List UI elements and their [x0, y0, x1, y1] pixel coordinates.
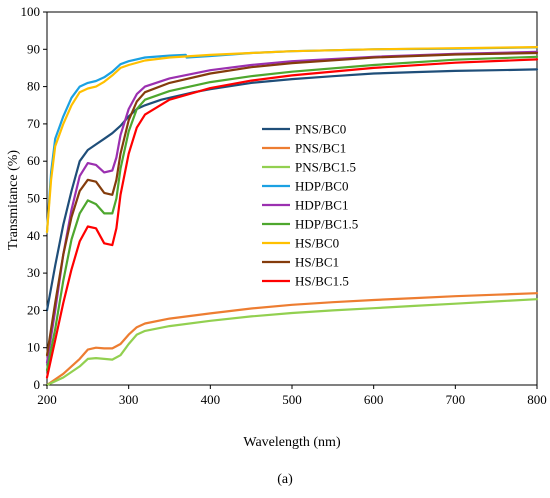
legend-label-pns-bc1-5: PNS/BC1.5	[295, 160, 356, 175]
x-tick-label: 700	[446, 392, 466, 407]
y-tick-label: 50	[27, 191, 40, 206]
legend-label-hs-bc1: HS/BC1	[295, 255, 339, 270]
series-layer	[45, 46, 539, 387]
legend-label-hdp-bc0: HDP/BC0	[295, 179, 348, 194]
legend-label-pns-bc1: PNS/BC1	[295, 141, 346, 156]
series-line-hs-bc0	[45, 46, 539, 234]
y-tick-label: 70	[27, 116, 40, 131]
series-line-pns-bc1	[45, 292, 539, 387]
y-axis-title: Transmitance (%)	[6, 150, 21, 251]
legend-label-hdp-bc1: HDP/BC1	[295, 198, 348, 213]
y-tick-label: 10	[27, 340, 40, 355]
x-tick-label: 800	[527, 392, 547, 407]
y-tick-label: 40	[27, 228, 40, 243]
legend-label-hs-bc1-5: HS/BC1.5	[295, 274, 349, 289]
legend-label-pns-bc0: PNS/BC0	[295, 122, 346, 137]
legend-label-hdp-bc1-5: HDP/BC1.5	[295, 217, 358, 232]
y-tick-label: 90	[27, 41, 40, 56]
legend: PNS/BC0 PNS/BC1 PNS/BC1.5 HDP/BC0 HDP/BC1 HDP…	[262, 122, 358, 289]
series-line-hdp-bc1-5	[45, 55, 539, 372]
x-tick-label: 500	[282, 392, 302, 407]
y-tick-label: 30	[27, 265, 40, 280]
y-tick-label: 80	[27, 79, 40, 94]
x-tick-label: 600	[364, 392, 384, 407]
series-line-hdp-bc1	[45, 50, 539, 364]
y-tick-label: 0	[34, 377, 41, 392]
series-line-pns-bc1-5	[45, 298, 539, 387]
series-line-hs-bc1	[45, 51, 539, 357]
y-tick-label: 60	[27, 153, 40, 168]
figure-caption: (a)	[277, 472, 293, 487]
y-tick-label: 20	[27, 302, 40, 317]
x-tick-label: 200	[37, 392, 57, 407]
y-tick-label: 100	[21, 4, 41, 19]
legend-label-hs-bc0: HS/BC0	[295, 236, 339, 251]
series-line-pns-bc0	[45, 68, 539, 312]
axes-layer: 0 10 20 30 40 50 60 70 80 90 100 200 300 400 500 600 700…	[21, 4, 547, 407]
x-axis-title: Wavelength (nm)	[243, 435, 341, 450]
series-line-hs-bc1-5	[45, 58, 539, 379]
x-tick-label: 400	[201, 392, 221, 407]
x-tick-label: 300	[119, 392, 139, 407]
